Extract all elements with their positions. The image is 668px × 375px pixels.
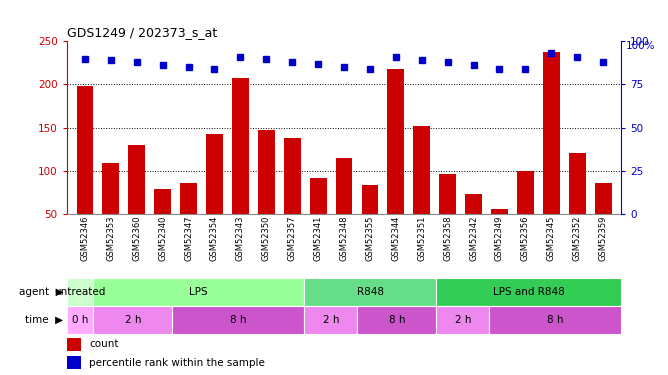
Text: LPS: LPS — [190, 286, 208, 297]
Text: 2 h: 2 h — [323, 315, 339, 325]
Bar — [102, 163, 120, 257]
Bar — [154, 189, 171, 257]
Text: 8 h: 8 h — [547, 315, 564, 325]
Bar — [77, 86, 94, 257]
Bar — [258, 130, 275, 257]
Bar — [128, 145, 145, 257]
Text: time  ▶: time ▶ — [25, 315, 63, 325]
Bar — [436, 278, 621, 306]
Bar — [67, 356, 81, 369]
Bar — [94, 278, 305, 306]
Bar — [310, 178, 327, 257]
Bar — [543, 53, 560, 257]
Text: 8 h: 8 h — [389, 315, 405, 325]
Bar — [465, 194, 482, 257]
Bar — [305, 278, 436, 306]
Bar — [67, 278, 94, 306]
Text: LPS and R848: LPS and R848 — [493, 286, 564, 297]
Text: R848: R848 — [357, 286, 384, 297]
Bar — [568, 153, 586, 257]
Bar — [357, 306, 436, 334]
Text: percentile rank within the sample: percentile rank within the sample — [89, 358, 265, 368]
Bar — [67, 306, 94, 334]
Bar — [436, 306, 489, 334]
Bar — [172, 306, 305, 334]
Bar — [489, 306, 621, 334]
Text: 0 h: 0 h — [72, 315, 88, 325]
Text: 100%: 100% — [625, 41, 655, 51]
Bar — [491, 209, 508, 257]
Bar — [67, 338, 81, 351]
Text: 8 h: 8 h — [230, 315, 246, 325]
Bar — [305, 306, 357, 334]
Text: 2 h: 2 h — [455, 315, 471, 325]
Bar — [206, 134, 223, 257]
Bar — [387, 69, 404, 257]
Bar — [440, 174, 456, 257]
Text: GDS1249 / 202373_s_at: GDS1249 / 202373_s_at — [67, 26, 217, 39]
Text: 2 h: 2 h — [124, 315, 141, 325]
Bar — [517, 171, 534, 257]
Bar — [180, 183, 197, 257]
Text: count: count — [89, 339, 118, 349]
Bar — [94, 306, 172, 334]
Bar — [361, 185, 378, 257]
Bar — [335, 158, 353, 257]
Bar — [284, 138, 301, 257]
Bar — [413, 126, 430, 257]
Bar — [595, 183, 611, 257]
Bar — [232, 78, 248, 257]
Text: agent  ▶: agent ▶ — [19, 286, 63, 297]
Text: untreated: untreated — [54, 286, 106, 297]
